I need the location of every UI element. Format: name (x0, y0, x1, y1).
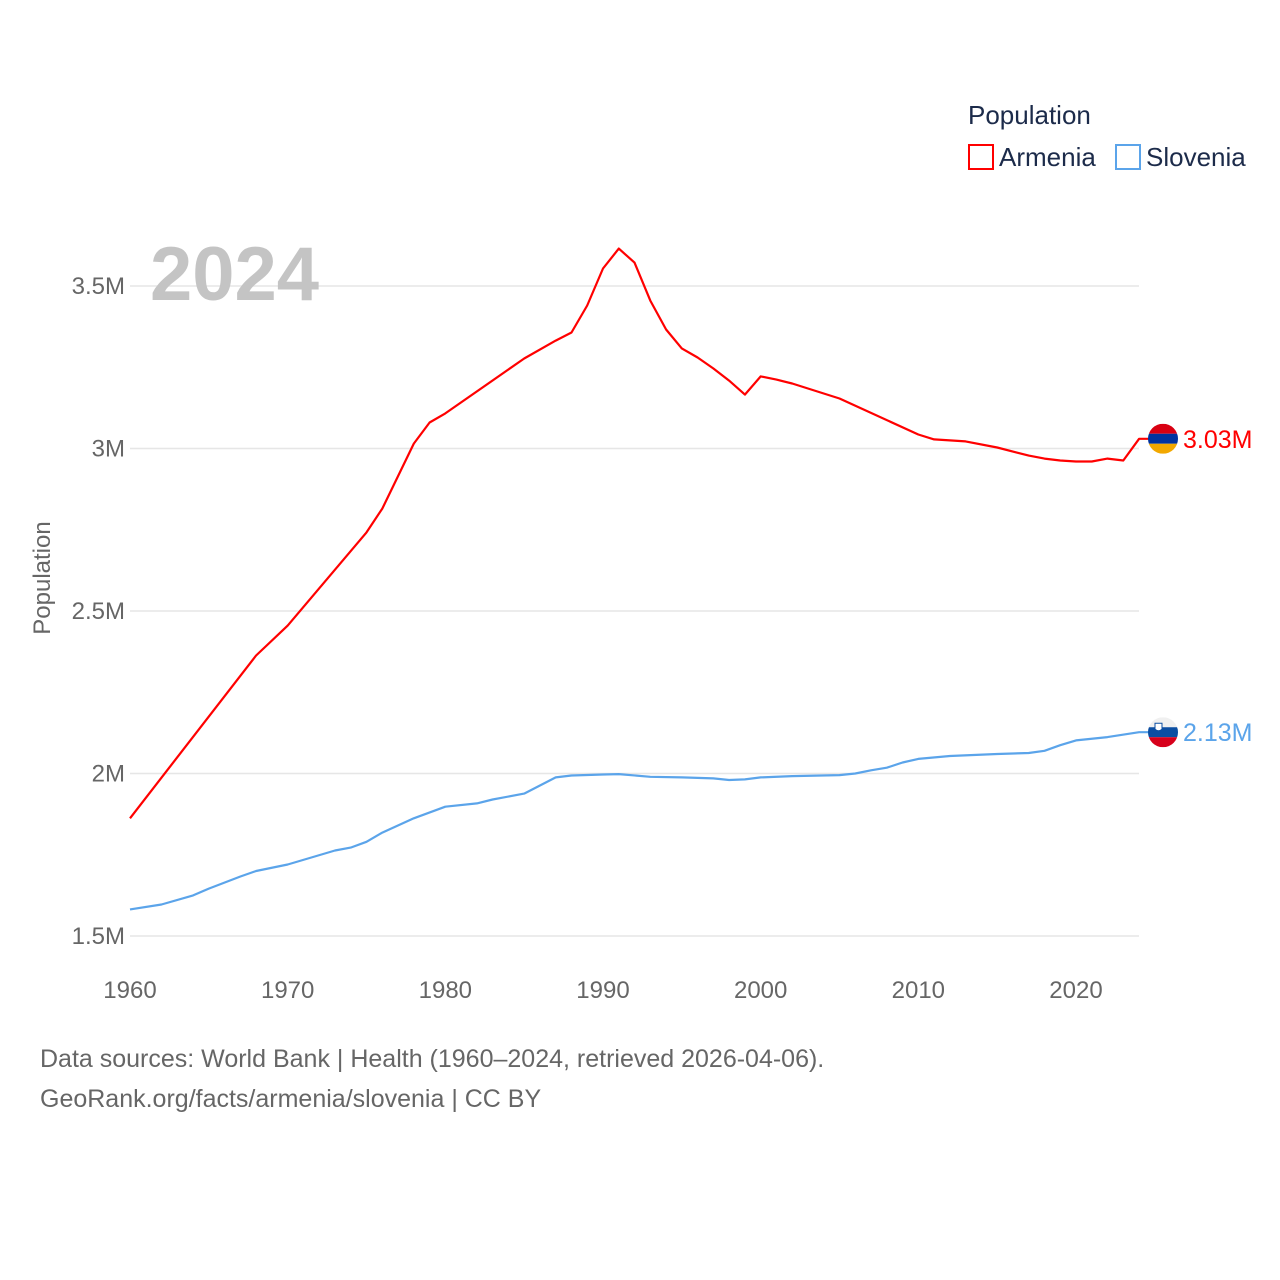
legend-title: Population (968, 100, 1091, 130)
end-value-label-armenia: 3.03M (1183, 426, 1252, 454)
slovenia-flag-icon (1148, 717, 1178, 748)
x-tick-label: 1980 (419, 977, 472, 1004)
armenia-flag-icon (1148, 423, 1178, 454)
series-line-slovenia[interactable] (129, 731, 1150, 911)
x-tick-label: 2020 (1049, 977, 1102, 1004)
legend-label-armenia[interactable]: Armenia (999, 142, 1096, 172)
legend-swatch-armenia[interactable] (968, 144, 994, 170)
x-tick-label: 2000 (734, 977, 787, 1004)
data-sources-note: Data sources: World Bank | Health (1960–… (40, 1045, 825, 1073)
x-tick-label: 1960 (103, 977, 156, 1004)
legend: Population Armenia Slovenia (968, 100, 1246, 172)
series-line-armenia[interactable] (129, 247, 1150, 819)
y-tick-label: 3M (92, 436, 125, 463)
y-tick-label: 1.5M (72, 923, 125, 950)
credit-note[interactable]: GeoRank.org/facts/armenia/slovenia | CC … (40, 1085, 542, 1113)
x-tick-label: 1990 (576, 977, 629, 1004)
legend-label-slovenia[interactable]: Slovenia (1146, 142, 1246, 172)
y-axis-label: Population (29, 521, 56, 634)
y-tick-label: 3.5M (72, 273, 125, 300)
x-tick-label: 1970 (261, 977, 314, 1004)
year-watermark: 2024 (150, 232, 319, 317)
y-tick-label: 2M (92, 761, 125, 788)
y-tick-label: 2.5M (72, 598, 125, 625)
end-value-label-slovenia: 2.13M (1183, 719, 1252, 747)
legend-swatch-slovenia[interactable] (1115, 144, 1141, 170)
x-tick-label: 2010 (892, 977, 945, 1004)
